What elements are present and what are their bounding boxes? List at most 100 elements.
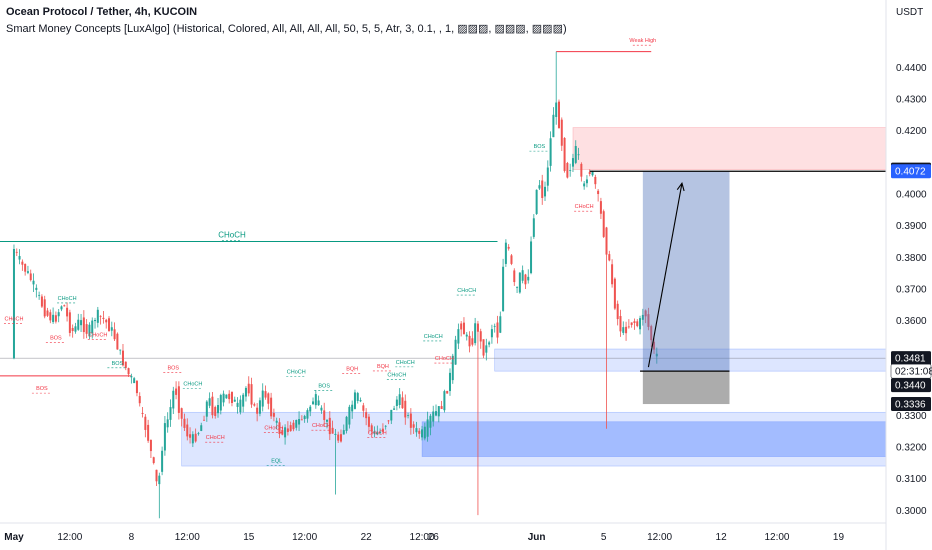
time-tick: 12:00	[175, 532, 200, 543]
projection-arrow[interactable]	[647, 183, 683, 368]
candle	[518, 272, 521, 294]
smc-label-choch: CHoCH	[183, 381, 202, 387]
candle	[353, 389, 356, 410]
candle	[552, 107, 555, 138]
structure-labels-layer: CHoCH CHoCH CHoCH BOS CHoCH BOS BOS BOS CHoCH CHo…	[3, 38, 656, 466]
candle	[191, 431, 194, 448]
candle	[12, 244, 15, 360]
candle	[616, 300, 619, 326]
candle	[412, 421, 415, 434]
candle	[242, 392, 245, 413]
candle	[599, 197, 602, 219]
candle	[155, 469, 158, 487]
candle	[300, 415, 303, 421]
candle	[331, 420, 334, 434]
candle	[390, 409, 393, 425]
candle	[21, 259, 24, 271]
candle	[524, 273, 527, 290]
price-tag: 0.3440	[891, 378, 931, 393]
price-tick: 0.3300	[896, 411, 927, 422]
candle	[46, 307, 49, 317]
candle	[57, 309, 60, 323]
candle	[85, 319, 88, 339]
candle	[328, 411, 331, 441]
smc-label-bqh: BQH	[377, 364, 389, 370]
candle	[275, 417, 278, 430]
candle	[217, 397, 220, 418]
candle	[113, 322, 116, 341]
price-tick: 0.3800	[896, 253, 927, 264]
price-tick: 0.3100	[896, 474, 927, 485]
candle	[496, 315, 499, 344]
candle	[186, 418, 189, 441]
supply-zone[interactable]	[572, 127, 887, 170]
candle	[189, 427, 192, 444]
candle	[303, 414, 306, 423]
svg-text:0.4072: 0.4072	[895, 167, 926, 178]
candle	[253, 402, 256, 407]
candle	[448, 368, 451, 396]
currency-label: USDT	[896, 7, 923, 18]
smc-label-choch: CHoCH	[58, 296, 77, 302]
demand-zone-wide[interactable]	[181, 411, 887, 467]
smc-label-choch: CHoCH	[312, 423, 331, 429]
smc-label-bos: BOS	[534, 144, 546, 150]
price-tick: 0.4000	[896, 189, 927, 200]
price-tick: 0.4300	[896, 95, 927, 106]
time-tick: 26	[428, 532, 440, 543]
candle	[233, 396, 236, 402]
candle	[295, 419, 298, 431]
candle	[613, 277, 616, 311]
candle	[163, 415, 166, 456]
candle	[105, 318, 108, 329]
candle	[49, 309, 52, 324]
candle	[228, 390, 231, 404]
candle	[272, 408, 275, 422]
candle	[633, 318, 636, 330]
candle	[258, 397, 261, 417]
candle	[418, 428, 421, 439]
candle	[549, 131, 552, 172]
candle	[493, 323, 496, 333]
candle	[544, 181, 547, 201]
candle	[516, 286, 519, 293]
candle	[488, 340, 491, 348]
candle	[267, 392, 270, 410]
candle	[373, 426, 376, 438]
demand-zone-lower[interactable]	[421, 421, 887, 457]
candle	[471, 331, 474, 347]
candle	[15, 248, 18, 257]
candle	[476, 320, 479, 516]
candle	[421, 425, 424, 441]
candle	[110, 321, 113, 337]
price-tag: 02:31:08	[890, 363, 932, 379]
price-tick: 0.3700	[896, 284, 927, 295]
stop-zone[interactable]	[642, 371, 730, 405]
candle	[429, 413, 432, 436]
candle	[555, 51, 558, 125]
candle	[149, 439, 152, 459]
svg-text:0.3440: 0.3440	[895, 381, 926, 392]
target-zone[interactable]	[642, 171, 730, 372]
price-tick: 0.3900	[896, 221, 927, 232]
smc-label-choch: CHoCH	[206, 435, 225, 441]
price-tick: 0.3200	[896, 443, 927, 454]
candle	[362, 402, 365, 418]
candle	[630, 322, 633, 328]
indicator-legend[interactable]: Smart Money Concepts [LuxAlgo] (Historic…	[6, 23, 567, 35]
candle	[474, 317, 477, 346]
candle	[270, 392, 273, 419]
candle	[314, 390, 317, 409]
candle	[194, 428, 197, 443]
candle	[541, 174, 544, 205]
candle	[557, 99, 560, 129]
candle	[348, 404, 351, 429]
candle	[320, 405, 323, 414]
candle	[594, 174, 597, 189]
candle	[147, 419, 150, 443]
candle	[546, 160, 549, 192]
candle	[462, 317, 465, 335]
candle	[521, 265, 524, 284]
